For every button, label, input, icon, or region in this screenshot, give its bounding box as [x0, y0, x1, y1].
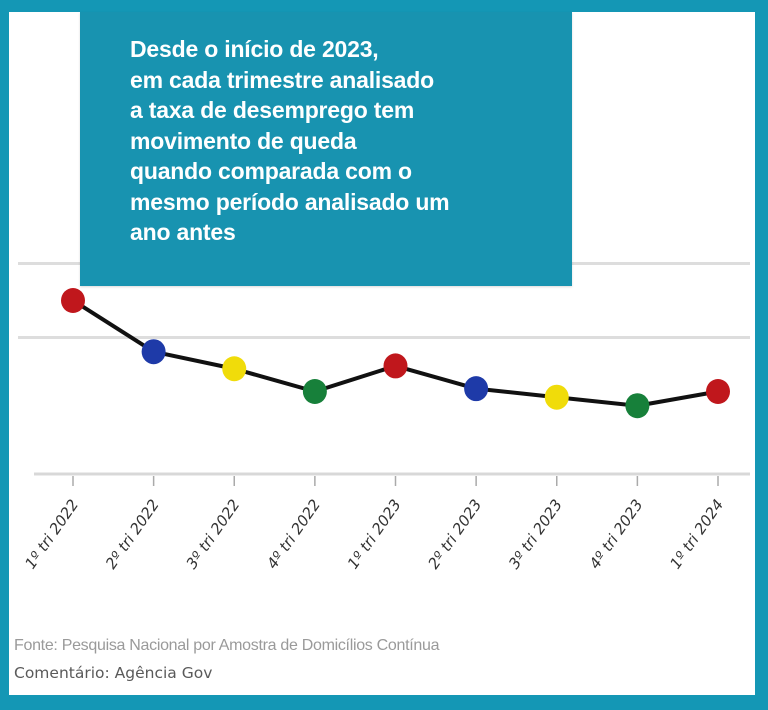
- headline-text: Desde o início de 2023, em cada trimestr…: [130, 36, 450, 245]
- data-point-marker: [464, 376, 489, 402]
- x-tick-label: 3º tri 2023: [505, 496, 566, 572]
- x-tick-label: 4º tri 2023: [586, 496, 647, 572]
- x-tick-label: 2º tri 2022: [102, 496, 163, 572]
- x-tick-label: 1º tri 2024: [666, 496, 727, 572]
- x-tick-label: 1º tri 2023: [344, 496, 405, 572]
- x-tick-label: 3º tri 2022: [183, 496, 244, 572]
- x-tick-label: 1º tri 2022: [21, 496, 82, 572]
- data-point-marker: [61, 287, 85, 313]
- series-polyline: [71, 298, 719, 408]
- data-point-marker: [625, 393, 650, 419]
- x-tick-label: 2º tri 2023: [424, 496, 485, 572]
- comment-note: Comentário: Agência Gov: [14, 664, 213, 682]
- data-point-marker: [141, 339, 166, 365]
- data-point-marker: [544, 384, 569, 410]
- headline-box: Desde o início de 2023, em cada trimestr…: [80, 12, 572, 286]
- data-point-marker: [302, 379, 327, 405]
- series-line: [71, 298, 719, 408]
- markers: [61, 287, 730, 419]
- data-point-marker: [222, 356, 247, 382]
- source-note: Fonte: Pesquisa Nacional por Amostra de …: [14, 637, 440, 654]
- x-tick-labels: 1º tri 2022 2º tri 2022 3º tri 2022 4º tri …: [21, 496, 727, 572]
- data-point-marker: [706, 379, 730, 405]
- data-point-marker: [383, 353, 408, 379]
- x-axis: [34, 472, 750, 486]
- x-tick-label: 4º tri 2022: [263, 496, 324, 572]
